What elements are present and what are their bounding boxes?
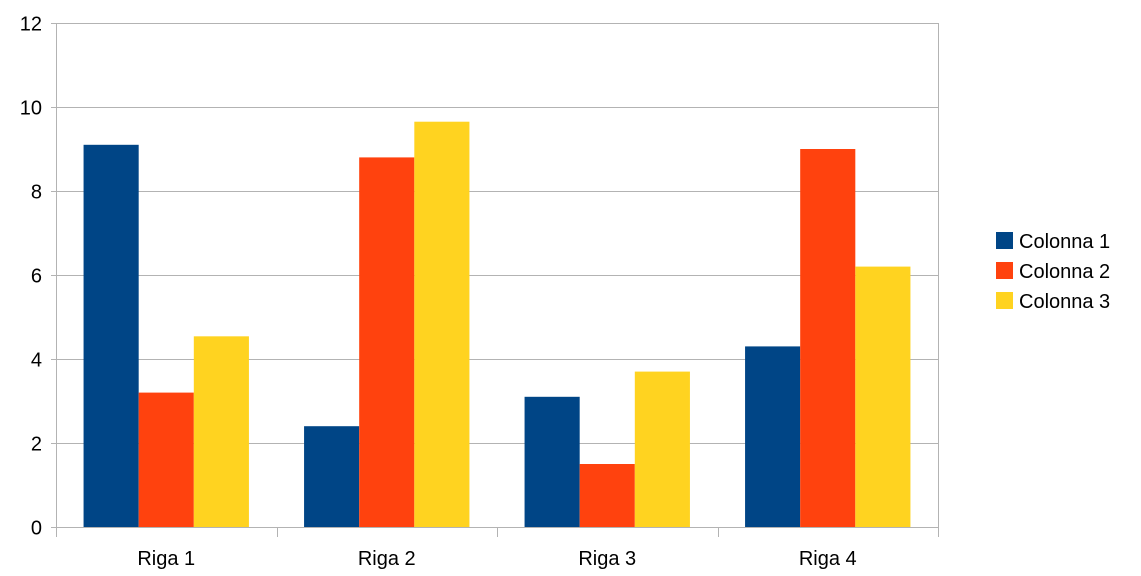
y-tick-label: 8 bbox=[31, 182, 42, 204]
y-tick-label: 6 bbox=[31, 266, 42, 288]
x-tick-label: Riga 1 bbox=[137, 548, 195, 570]
bar-colonna-3-riga-3 bbox=[634, 371, 690, 527]
legend-item: Colonna 1 bbox=[996, 231, 1110, 253]
x-tick-label: Riga 3 bbox=[578, 548, 636, 570]
legend: Colonna 1 Colonna 2 Colonna 3 bbox=[996, 231, 1110, 313]
bar-colonna-1-riga-1 bbox=[83, 144, 139, 528]
legend-item: Colonna 3 bbox=[996, 291, 1110, 313]
y-tick-label: 0 bbox=[31, 518, 42, 540]
x-tick-label: Riga 2 bbox=[358, 548, 416, 570]
y-axis-tick-labels: 0 2 4 6 8 10 12 bbox=[20, 14, 42, 540]
legend-swatch bbox=[996, 262, 1013, 279]
bar-colonna-2-riga-2 bbox=[359, 157, 415, 527]
bars bbox=[83, 121, 911, 528]
bar-colonna-2-riga-1 bbox=[138, 392, 194, 527]
bar-colonna-2-riga-3 bbox=[579, 464, 635, 527]
y-tick-label: 4 bbox=[31, 350, 42, 372]
bar-colonna-3-riga-1 bbox=[193, 336, 249, 527]
legend-label: Colonna 3 bbox=[1019, 291, 1110, 313]
legend-label: Colonna 1 bbox=[1019, 231, 1110, 253]
y-tick-label: 10 bbox=[20, 98, 42, 120]
legend-swatch bbox=[996, 232, 1013, 249]
x-axis-tick-labels: Riga 1 Riga 2 Riga 3 Riga 4 bbox=[137, 548, 856, 570]
axes bbox=[51, 23, 939, 537]
y-tick-label: 12 bbox=[20, 14, 42, 36]
bar-colonna-1-riga-3 bbox=[524, 396, 580, 527]
legend-label: Colonna 2 bbox=[1019, 261, 1110, 283]
bar-colonna-2-riga-4 bbox=[800, 149, 856, 527]
bar-colonna-1-riga-4 bbox=[745, 346, 801, 527]
bar-colonna-3-riga-2 bbox=[414, 121, 470, 527]
bar-colonna-3-riga-4 bbox=[855, 266, 911, 527]
legend-item: Colonna 2 bbox=[996, 261, 1110, 283]
x-tick-label: Riga 4 bbox=[799, 548, 857, 570]
bar-colonna-1-riga-2 bbox=[304, 426, 360, 527]
y-tick-label: 2 bbox=[31, 434, 42, 456]
legend-swatch bbox=[996, 292, 1013, 309]
